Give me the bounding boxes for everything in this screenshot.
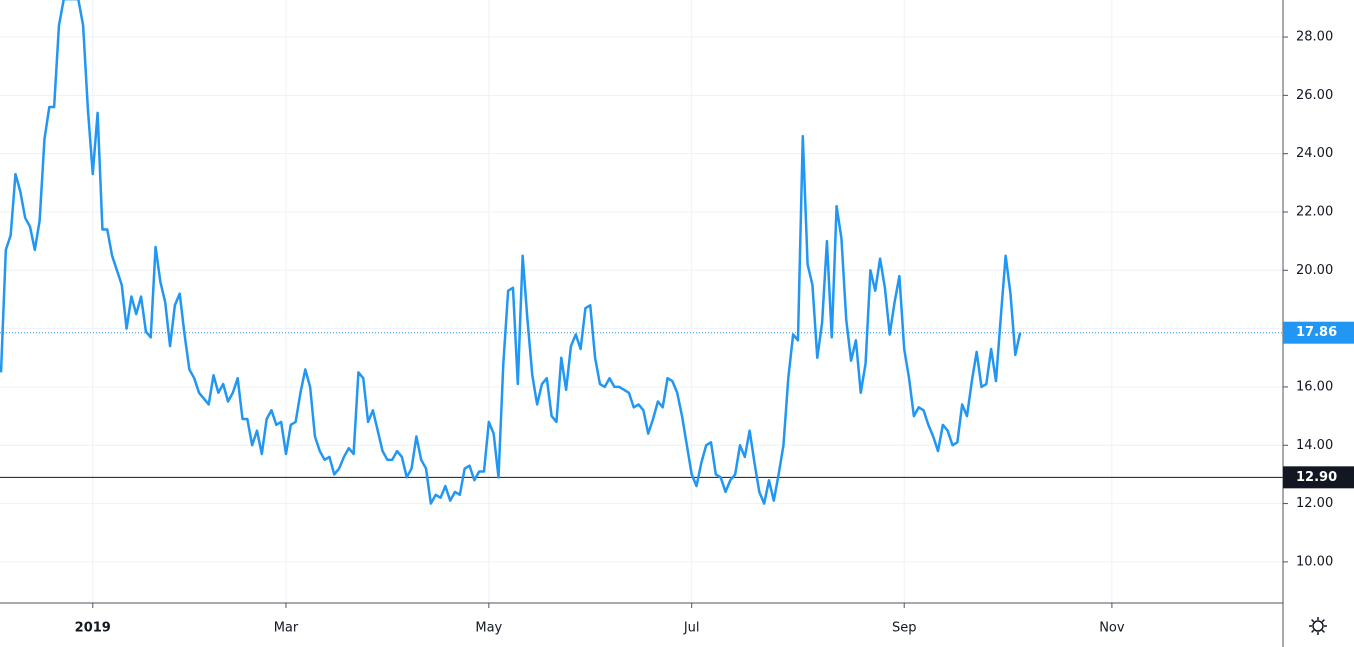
gear-teeth [1309,617,1327,635]
y-tick-label: 14.00 [1296,438,1333,453]
x-tick-label: Mar [274,621,299,636]
y-tick-label: 26.00 [1296,88,1333,103]
axes: 10.0012.0014.0016.0018.0020.0022.0024.00… [75,30,1354,636]
last-value-box [1283,321,1354,344]
x-tick-label: 2019 [75,621,111,636]
x-tick-label: Sep [892,621,917,636]
plot-area [0,0,1283,505]
price-line-label: 12.90 [1296,470,1337,485]
price-line-label-box [1283,466,1354,489]
x-tick-label: Jul [683,621,700,636]
y-tick-label: 12.00 [1296,496,1333,511]
x-tick-label: May [475,621,502,636]
x-tick-label: Nov [1099,621,1125,636]
last-value-label: 17.86 [1296,325,1337,340]
y-tick-label: 10.00 [1296,554,1333,569]
y-tick-label: 28.00 [1296,30,1333,45]
gear-body [1312,620,1324,632]
grid [0,0,1283,603]
y-tick-label: 20.00 [1296,263,1333,278]
y-tick-label: 24.00 [1296,146,1333,161]
y-tick-label: 16.00 [1296,379,1333,394]
price-line-series [0,0,1022,505]
settings-icon[interactable] [1309,617,1327,635]
y-tick-label: 22.00 [1296,204,1333,219]
